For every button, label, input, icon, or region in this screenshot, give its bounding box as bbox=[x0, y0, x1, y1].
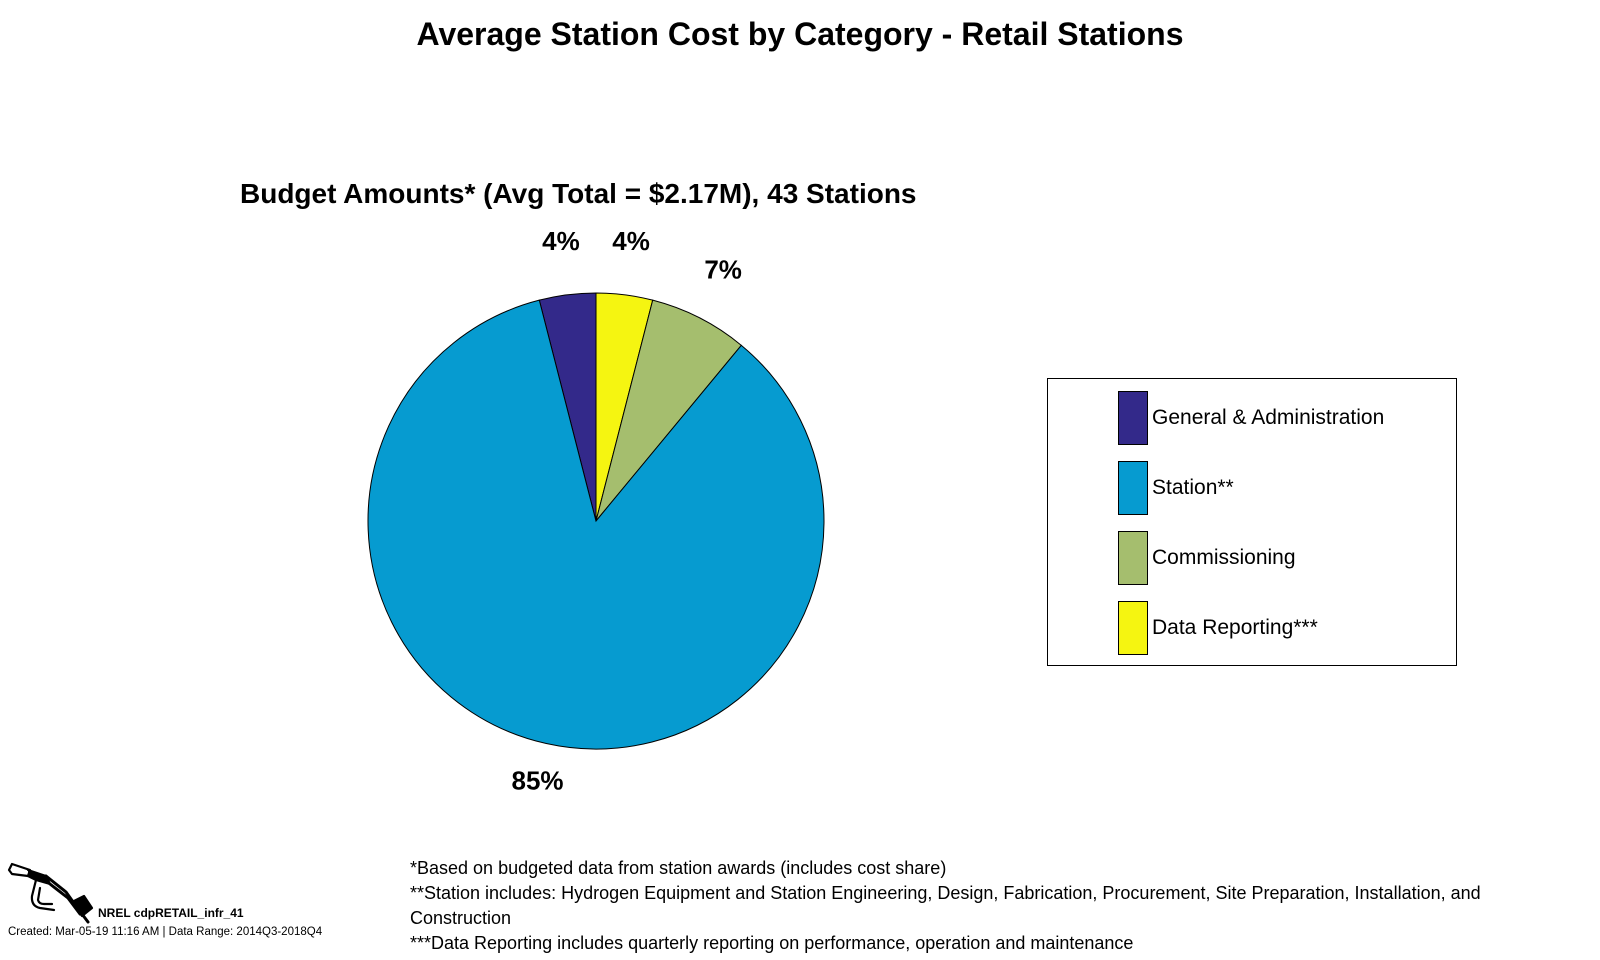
legend-swatch bbox=[1118, 461, 1148, 515]
legend-item-commissioning: Commissioning bbox=[1118, 531, 1296, 585]
page-title: Average Station Cost by Category - Retai… bbox=[416, 16, 1184, 52]
legend-item-general-administration: General & Administration bbox=[1118, 391, 1384, 445]
legend-swatch bbox=[1118, 601, 1148, 655]
source-info: NREL cdpRETAIL_infr_41 Created: Mar-05-1… bbox=[6, 862, 386, 952]
pie-slice-station bbox=[367, 299, 825, 750]
fuel-nozzle-icon bbox=[7, 862, 94, 924]
data-label: 7% bbox=[704, 254, 742, 284]
data-label: 85% bbox=[512, 765, 564, 795]
chart-title: Budget Amounts* (Avg Total = $2.17M), 43… bbox=[240, 178, 917, 209]
footnote: **Station includes: Hydrogen Equipment a… bbox=[410, 883, 1481, 928]
legend-label: Data Reporting*** bbox=[1152, 616, 1318, 639]
legend-swatch bbox=[1118, 531, 1148, 585]
legend-item-data-reporting: Data Reporting*** bbox=[1118, 601, 1318, 655]
footnote: *Based on budgeted data from station awa… bbox=[410, 858, 947, 878]
footnotes: *Based on budgeted data from station awa… bbox=[410, 856, 1580, 956]
created-date: Created: Mar-05-19 11:16 AM | Data Range… bbox=[8, 926, 323, 938]
data-label: 4% bbox=[542, 226, 580, 256]
source-id: NREL cdpRETAIL_infr_41 bbox=[98, 906, 244, 920]
legend-label: Commissioning bbox=[1152, 546, 1296, 569]
data-label: 4% bbox=[612, 226, 650, 256]
legend-item-station: Station** bbox=[1118, 461, 1234, 515]
legend-label: Station** bbox=[1152, 476, 1234, 499]
footnote: ***Data Reporting includes quarterly rep… bbox=[410, 933, 1134, 953]
legend-swatch bbox=[1118, 391, 1148, 445]
chart-legend: General & Administration Station** Commi… bbox=[1047, 378, 1457, 666]
legend-label: General & Administration bbox=[1152, 406, 1385, 429]
